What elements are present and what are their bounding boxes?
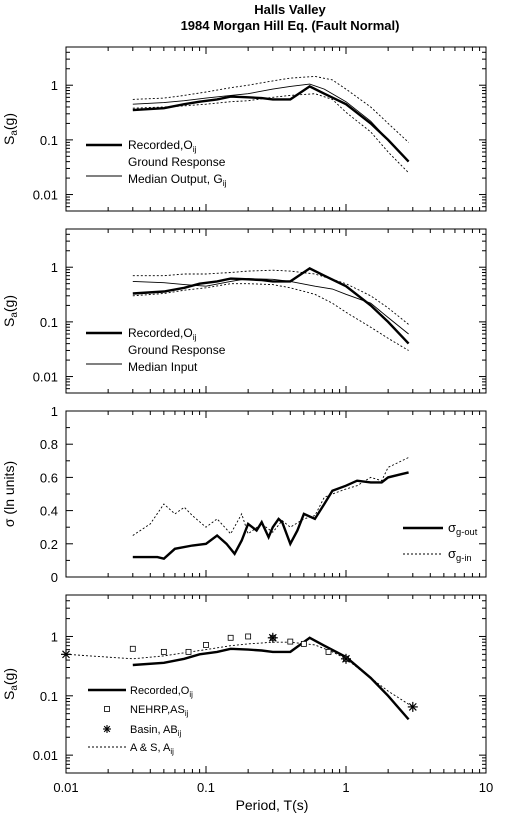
series-line-ground-response-median-output-gij	[132, 83, 409, 162]
y-tick-label: 0.6	[40, 470, 58, 485]
y-tick-label: 0.1	[40, 133, 58, 148]
legend-label: Recorded,Oij	[128, 326, 197, 342]
panel-3: 0 0.2 0.4 0.6 0.8 1 σ (ln units) σg-out σg-in	[1, 404, 487, 585]
series-line-g-out	[132, 471, 409, 561]
series-group	[66, 633, 414, 721]
series-line-upper-bound	[132, 269, 409, 325]
y-axis-label: Sa(g)	[1, 113, 20, 145]
legend-label: A & S, Aij	[130, 742, 174, 756]
legend-label: Median Output, Gij	[128, 172, 227, 188]
y-tick-label: 0.01	[33, 748, 58, 763]
y-axis-label: Sa(g)	[1, 295, 20, 327]
marker-nehrp	[203, 642, 209, 648]
x-axis-label: Period, T(s)	[236, 797, 309, 813]
series-line-recorded-oij	[132, 267, 410, 345]
y-tick-label: 0.4	[40, 504, 58, 519]
y-tick-label: 1	[51, 78, 58, 93]
x-tick-label: 1	[342, 780, 349, 795]
legend-label: Recorded,Oij	[130, 685, 193, 699]
series-group	[132, 457, 409, 561]
legend-label: Recorded,Oij	[128, 138, 197, 154]
y-tick-label: 0.1	[40, 689, 58, 704]
legend: σg-out σg-in	[403, 520, 478, 563]
legend-label: NEHRP,ASij	[130, 704, 189, 718]
series-line-a-s-aij	[66, 641, 414, 708]
y-axis-label: Sa(g)	[1, 668, 20, 700]
legend-swatch	[103, 725, 111, 733]
figure-subtitle-line2: 1984 Morgan Hill Eq. (Fault Normal)	[181, 18, 400, 33]
y-tick-label: 0	[51, 570, 58, 585]
figure-title-line1: Halls Valley	[254, 2, 326, 17]
y-tick-label: 0.01	[33, 370, 58, 385]
legend-swatch	[104, 706, 110, 712]
series-line-recorded-oij	[132, 85, 410, 163]
series-line-lower-bound	[132, 93, 409, 174]
y-tick-label: 0.01	[33, 188, 58, 203]
x-tick-label: 0.1	[197, 780, 215, 795]
marker-nehrp	[129, 645, 136, 652]
y-tick-label: 0.2	[40, 537, 58, 552]
x-tick-labels: 0.01 0.1 1 10	[53, 780, 493, 795]
series-line-upper-bound	[132, 75, 409, 143]
marker-nehrp	[160, 648, 167, 655]
panel-frame	[65, 46, 487, 212]
series-line-lower-bound	[132, 283, 409, 351]
marker-nehrp	[300, 640, 307, 647]
y-tick-label: 1	[51, 260, 58, 275]
series-line-g-in	[132, 457, 409, 536]
marker-basin	[267, 632, 278, 643]
marker-nehrp	[227, 634, 234, 641]
panel-frame	[65, 594, 487, 774]
legend-label: σg-out	[448, 520, 478, 537]
marker-basin	[61, 649, 71, 660]
panel-4: 0.01 0.1 1 Sa(g) Recorded,Oij NEHRP,ASij Basin…	[1, 594, 487, 774]
marker-nehrp	[325, 648, 332, 655]
y-tick-label: 0.1	[40, 315, 58, 330]
legend-label: Ground Response	[128, 343, 226, 357]
legend-label: σg-in	[448, 546, 472, 563]
y-tick-label: 1	[51, 404, 58, 419]
marker-basin	[407, 701, 418, 712]
marker-nehrp	[185, 648, 192, 655]
y-tick-label: 0.8	[40, 437, 58, 452]
panel-frame	[65, 228, 487, 394]
panel-frame	[65, 410, 487, 578]
marker-basin	[341, 653, 351, 664]
legend-label: Median Input	[128, 360, 198, 374]
legend-label: Ground Response	[128, 155, 226, 169]
x-tick-label: 10	[479, 780, 493, 795]
y-tick-label: 1	[51, 629, 58, 644]
x-tick-label: 0.01	[53, 780, 78, 795]
legend: Recorded,Oij NEHRP,ASij Basin, ABij A & S, …	[88, 685, 193, 756]
series-group	[132, 267, 410, 351]
y-axis-label: σ (ln units)	[1, 461, 17, 527]
legend-label: Basin, ABij	[130, 724, 181, 738]
series-group	[132, 75, 410, 174]
marker-nehrp	[287, 638, 294, 645]
marker-nehrp	[245, 633, 252, 640]
series-line-recorded-oij	[132, 636, 410, 721]
series-line-ground-response-median-input	[132, 278, 409, 335]
